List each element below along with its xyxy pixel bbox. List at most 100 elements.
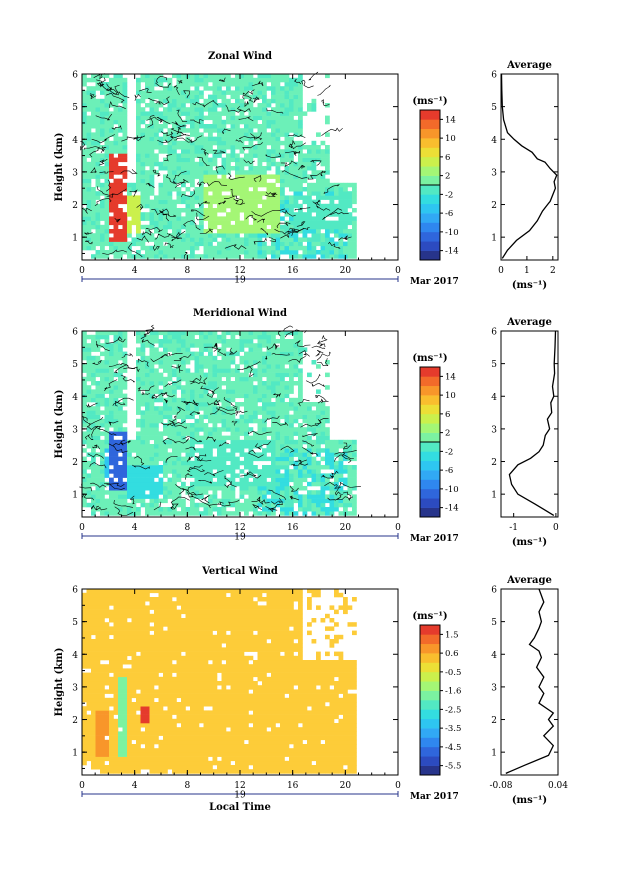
contour-line xyxy=(199,228,214,234)
heatmap-cell xyxy=(320,410,326,415)
heatmap-cell xyxy=(163,94,168,100)
heatmap-cell xyxy=(311,250,317,255)
heatmap-cell xyxy=(100,444,105,449)
heatmap-cell xyxy=(271,389,276,394)
heatmap-cell xyxy=(158,330,164,336)
heatmap-cell xyxy=(347,481,353,487)
heatmap-cell xyxy=(95,502,101,508)
heatmap-cell xyxy=(316,216,321,221)
heatmap-cell xyxy=(293,477,299,483)
heatmap-cell xyxy=(172,334,177,340)
heatmap-cell xyxy=(82,94,87,100)
heatmap-cell xyxy=(239,389,245,394)
heatmap-cell xyxy=(293,410,299,415)
heatmap-cell xyxy=(167,237,173,242)
heatmap-cell xyxy=(316,469,321,474)
heatmap-cell xyxy=(334,229,339,234)
heatmap-cell xyxy=(109,187,114,192)
heatmap-cell xyxy=(100,702,105,707)
heatmap-cell xyxy=(190,507,195,512)
heatmap-cell xyxy=(172,355,177,361)
heatmap-cell xyxy=(316,435,321,441)
contour-line xyxy=(248,450,264,458)
heatmap-cell xyxy=(100,706,105,711)
heatmap-cell xyxy=(293,224,299,230)
heatmap-cell xyxy=(271,241,276,247)
heatmap-cell xyxy=(298,245,303,251)
heatmap-cell xyxy=(212,410,218,415)
heatmap-cell xyxy=(203,423,209,428)
heatmap-cell xyxy=(136,511,141,516)
heatmap-cell xyxy=(181,77,186,83)
heatmap-cell xyxy=(266,86,272,91)
heatmap-cell xyxy=(253,486,258,491)
heatmap-cell xyxy=(149,460,155,466)
heatmap-cell xyxy=(140,94,146,100)
heatmap-cell xyxy=(104,739,110,745)
heatmap-cell xyxy=(149,119,155,125)
heatmap-cell xyxy=(289,477,294,483)
heatmap-cell xyxy=(307,507,312,512)
heatmap-cell xyxy=(221,473,227,478)
heatmap-cell xyxy=(86,166,92,171)
heatmap-cell xyxy=(262,149,267,154)
contour-line xyxy=(100,83,112,92)
heatmap-cell xyxy=(230,368,236,373)
heatmap-cell xyxy=(149,334,155,340)
heatmap-cell xyxy=(181,220,186,226)
heatmap-cell xyxy=(307,254,312,259)
heatmap-cell xyxy=(275,355,281,361)
heatmap-cell xyxy=(266,115,272,121)
heatmap-cell xyxy=(302,494,308,499)
heatmap-cell xyxy=(122,128,128,133)
heatmap-cell xyxy=(185,431,191,436)
heatmap-cell xyxy=(307,448,312,453)
heatmap-cell xyxy=(82,330,87,336)
heatmap-cell xyxy=(167,389,173,394)
heatmap-cell xyxy=(100,187,105,192)
heatmap-cell xyxy=(113,132,119,137)
heatmap-cell xyxy=(325,254,330,259)
heatmap-cell xyxy=(167,140,173,146)
contour-line xyxy=(298,164,306,171)
colorbar-tick-label: 14 xyxy=(445,115,456,125)
heatmap-cell xyxy=(271,107,276,112)
heatmap-cell xyxy=(316,448,321,453)
heatmap-cell xyxy=(127,191,132,196)
heatmap-cell xyxy=(284,477,290,483)
heatmap-cell xyxy=(100,588,105,594)
heatmap-cell xyxy=(325,473,330,478)
heatmap-cell xyxy=(284,469,290,474)
heatmap-cell xyxy=(329,245,335,251)
heatmap-cell xyxy=(320,250,326,255)
heatmap-cell xyxy=(280,460,285,466)
heatmap-cell xyxy=(190,385,195,390)
heatmap-cell xyxy=(311,414,317,420)
heatmap-cell xyxy=(293,368,299,373)
heatmap-cell xyxy=(113,414,119,420)
heatmap-cell xyxy=(190,182,195,188)
heatmap-cell xyxy=(82,681,87,686)
heatmap-cell xyxy=(118,245,123,251)
heatmap-cell xyxy=(154,77,159,83)
heatmap-cell xyxy=(311,431,317,436)
heatmap-cell xyxy=(289,490,294,495)
heatmap-cell xyxy=(208,178,213,184)
heatmap-cell xyxy=(100,486,105,491)
contour-line xyxy=(120,169,138,175)
heatmap-cell xyxy=(86,397,92,403)
heatmap-cell xyxy=(329,220,335,226)
heatmap-cell xyxy=(199,473,204,478)
heatmap-cell xyxy=(131,502,137,508)
heatmap-cell xyxy=(91,655,96,661)
heatmap-cell xyxy=(266,511,272,516)
heatmap-cell xyxy=(352,486,357,491)
heatmap-cell xyxy=(226,170,231,175)
contour-line xyxy=(198,200,210,207)
heatmap-cell xyxy=(104,689,110,694)
contour-line xyxy=(271,497,282,505)
heatmap-cell xyxy=(226,389,231,394)
heatmap-cell xyxy=(118,136,123,142)
heatmap-cell xyxy=(298,469,303,474)
heatmap-cell xyxy=(131,241,137,247)
